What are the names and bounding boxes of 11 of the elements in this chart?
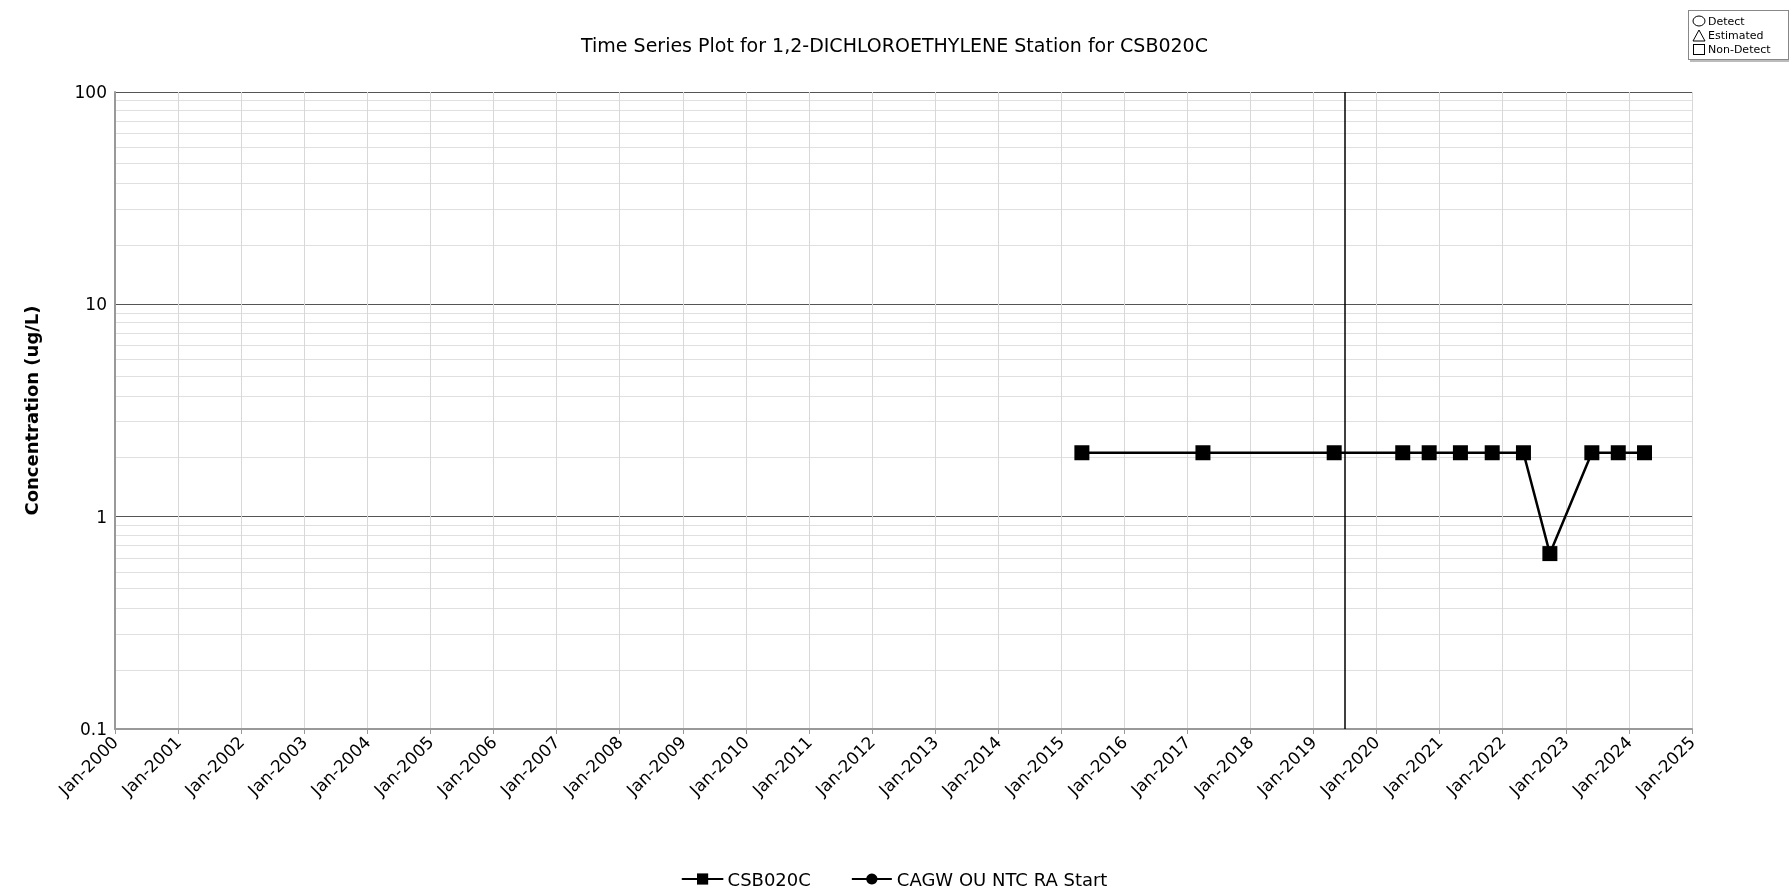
text: Non-Detect: [1708, 42, 1771, 56]
y-axis-title: Concentration (ug/L): [20, 305, 42, 516]
chart-title: Time Series Plot for 1,2-DICHLOROETHYLENE Station for CSB020C: [580, 33, 1208, 56]
y-tick-label: 100: [74, 82, 107, 102]
legend-label: CAGW OU NTC RA Start: [896, 868, 1108, 890]
text: Estimated: [1708, 28, 1764, 42]
y-tick-label: 10: [85, 294, 107, 315]
y-tick-label: 1: [96, 506, 107, 527]
y-tick-label: 0.1: [79, 719, 107, 739]
legend-label: CSB020C: [727, 868, 811, 890]
text: Detect: [1708, 14, 1745, 28]
